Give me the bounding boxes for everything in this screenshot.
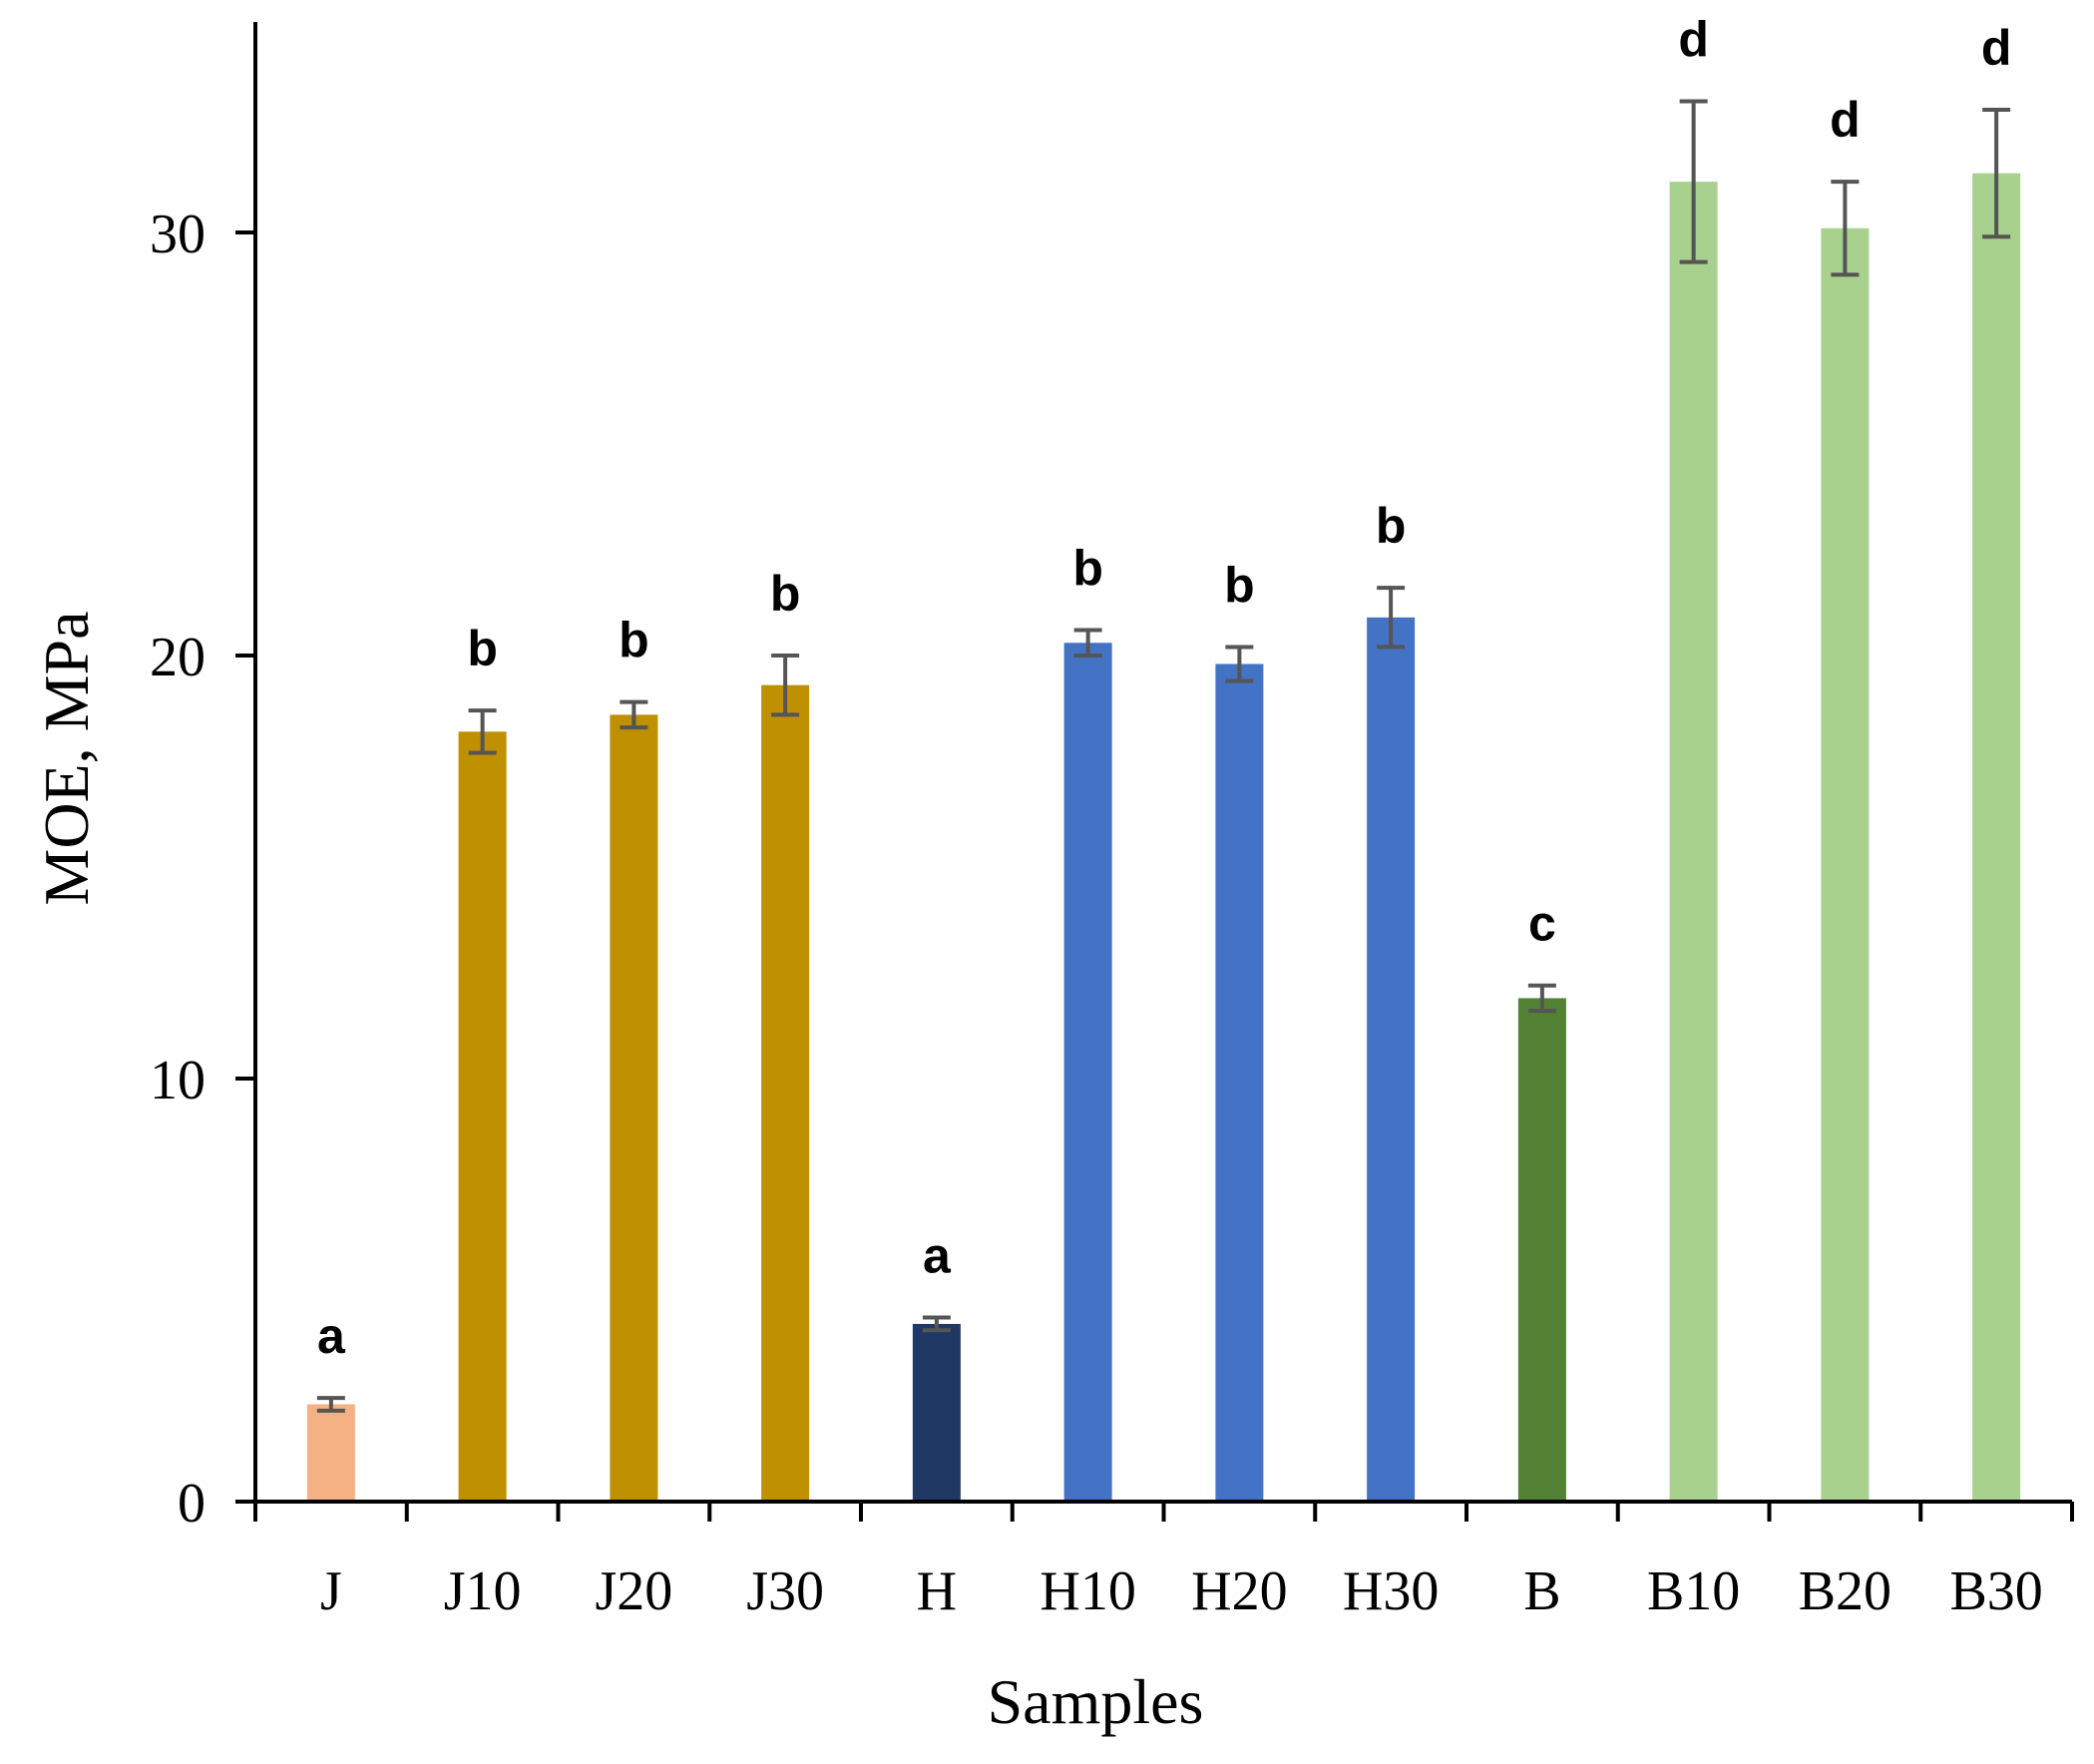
significance-label-H10: b — [1072, 541, 1103, 597]
significance-label-H30: b — [1376, 498, 1407, 554]
significance-label-J: a — [317, 1308, 346, 1364]
x-tick-label-H30: H30 — [1343, 1560, 1439, 1622]
bar-J30 — [761, 684, 810, 1502]
x-tick-label-J10: J10 — [444, 1560, 522, 1622]
x-tick-label-B10: B10 — [1647, 1560, 1740, 1622]
bar-H30 — [1367, 617, 1416, 1502]
y-tick-label-10: 10 — [150, 1050, 206, 1111]
x-tick-label-J20: J20 — [595, 1560, 672, 1622]
x-axis-ticks: J J10 J20 J30 H H10 H20 H30 B B10 B20 B30 — [253, 1502, 2074, 1622]
x-tick-label-J30: J30 — [746, 1560, 824, 1622]
x-tick-label-B30: B30 — [1949, 1560, 2042, 1622]
y-tick-label-20: 20 — [150, 627, 206, 688]
x-axis-title: Samples — [988, 1666, 1204, 1737]
error-bars-layer — [316, 99, 2011, 1413]
bar-J20 — [610, 714, 658, 1502]
significance-label-J20: b — [619, 613, 649, 668]
error-bar-H30 — [1377, 586, 1406, 650]
bar-B — [1517, 998, 1566, 1502]
significance-labels-layer: a b b b a b b b c d d d — [317, 12, 2011, 1365]
significance-label-H20: b — [1224, 558, 1255, 614]
error-bar-J10 — [468, 708, 497, 755]
y-axis-ticks: 0 10 20 30 — [150, 204, 255, 1535]
y-tick-label-30: 30 — [150, 204, 206, 265]
significance-label-B30: d — [1981, 20, 2012, 76]
error-bar-J20 — [620, 699, 648, 730]
x-tick-label-H: H — [917, 1560, 957, 1622]
bar-H10 — [1063, 643, 1112, 1502]
error-bar-J — [316, 1396, 345, 1413]
significance-label-J10: b — [467, 621, 498, 676]
bar-H — [912, 1323, 961, 1502]
x-tick-label-B: B — [1523, 1560, 1560, 1622]
bar-B20 — [1821, 227, 1870, 1502]
significance-label-J30: b — [770, 566, 801, 622]
bar-B30 — [1972, 173, 2021, 1502]
y-axis-title: MOE, MPa — [31, 611, 102, 905]
x-tick-label-H20: H20 — [1191, 1560, 1287, 1622]
x-tick-label-J: J — [320, 1560, 342, 1622]
bar-J10 — [458, 731, 507, 1502]
significance-label-B10: d — [1678, 12, 1709, 68]
error-bar-B — [1527, 983, 1556, 1014]
error-bar-H — [922, 1315, 951, 1333]
y-tick-label-0: 0 — [178, 1473, 206, 1535]
significance-label-B: c — [1528, 896, 1556, 952]
error-bar-B30 — [1982, 108, 2011, 239]
bar-J — [306, 1404, 355, 1502]
error-bar-J30 — [771, 654, 800, 717]
significance-label-H: a — [923, 1228, 952, 1284]
bar-B10 — [1669, 182, 1718, 1502]
x-tick-label-H10: H10 — [1040, 1560, 1135, 1622]
bar-H20 — [1215, 663, 1264, 1502]
error-bar-H10 — [1073, 628, 1102, 658]
x-tick-label-B20: B20 — [1799, 1560, 1891, 1622]
significance-label-B20: d — [1830, 92, 1861, 148]
error-bar-H20 — [1225, 645, 1254, 683]
error-bar-B10 — [1679, 99, 1708, 264]
error-bar-B20 — [1831, 180, 1860, 277]
bars-layer — [306, 173, 2021, 1502]
